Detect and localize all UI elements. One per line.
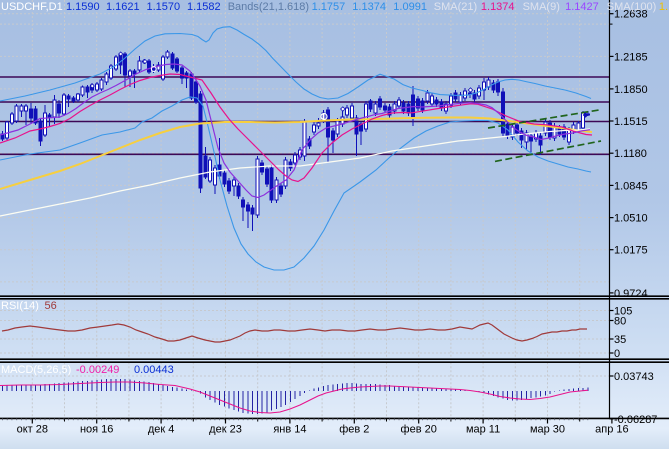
svg-text:1.0175: 1.0175 bbox=[614, 245, 648, 257]
svg-text:1.1374: 1.1374 bbox=[481, 1, 515, 13]
svg-text:фев 2: фев 2 bbox=[339, 424, 369, 436]
svg-text:0.9724: 0.9724 bbox=[614, 288, 648, 300]
svg-text:80: 80 bbox=[614, 316, 626, 328]
svg-text:1.1850: 1.1850 bbox=[614, 84, 648, 96]
svg-text:SMA(21): SMA(21) bbox=[434, 1, 477, 13]
svg-text:-0.06287: -0.06287 bbox=[614, 414, 657, 426]
svg-text:USDCHF,D1: USDCHF,D1 bbox=[1, 1, 63, 13]
svg-text:MACD(5,26,5): MACD(5,26,5) bbox=[1, 364, 71, 376]
svg-text:1.1180: 1.1180 bbox=[614, 148, 647, 160]
svg-text:0.00443: 0.00443 bbox=[134, 364, 174, 376]
svg-text:1.2185: 1.2185 bbox=[614, 51, 648, 63]
svg-text:1.2638: 1.2638 bbox=[614, 9, 648, 21]
svg-text:янв 14: янв 14 bbox=[273, 424, 306, 436]
svg-text:1.1427: 1.1427 bbox=[565, 1, 599, 13]
svg-text:дек 23: дек 23 bbox=[209, 424, 242, 436]
svg-text:1.0991: 1.0991 bbox=[393, 1, 427, 13]
svg-text:мар 30: мар 30 bbox=[530, 424, 565, 436]
svg-text:ноя 16: ноя 16 bbox=[80, 424, 113, 436]
svg-text:дек 4: дек 4 bbox=[148, 424, 175, 436]
svg-text:1.1570: 1.1570 bbox=[147, 1, 181, 13]
svg-text:1.1582: 1.1582 bbox=[187, 1, 221, 13]
svg-text:1.1374: 1.1374 bbox=[352, 1, 386, 13]
svg-text:105: 105 bbox=[614, 306, 632, 318]
svg-text:RSI(14): RSI(14) bbox=[1, 300, 39, 312]
svg-text:0: 0 bbox=[614, 348, 620, 360]
svg-text:SMA(100): SMA(100) bbox=[607, 1, 657, 13]
svg-text:фев 20: фев 20 bbox=[401, 424, 437, 436]
svg-text:SMA(9): SMA(9) bbox=[523, 1, 560, 13]
svg-text:1.0510: 1.0510 bbox=[614, 213, 648, 225]
svg-text:1.0845: 1.0845 bbox=[614, 180, 648, 192]
svg-text:мар 11: мар 11 bbox=[466, 424, 500, 436]
svg-text:1.1: 1.1 bbox=[659, 1, 669, 13]
svg-text:1.1757: 1.1757 bbox=[312, 1, 346, 13]
svg-text:апр 16: апр 16 bbox=[595, 424, 628, 436]
svg-text:Bands(21,1.618): Bands(21,1.618) bbox=[228, 1, 309, 13]
svg-text:0.03743: 0.03743 bbox=[614, 371, 654, 383]
svg-text:-0.00249: -0.00249 bbox=[76, 364, 119, 376]
svg-text:окт 28: окт 28 bbox=[17, 424, 48, 436]
svg-text:1.1590: 1.1590 bbox=[66, 1, 100, 13]
svg-text:35: 35 bbox=[614, 334, 626, 346]
svg-text:1.1621: 1.1621 bbox=[106, 1, 140, 13]
svg-text:56: 56 bbox=[45, 300, 57, 312]
svg-text:1.1515: 1.1515 bbox=[614, 116, 648, 128]
